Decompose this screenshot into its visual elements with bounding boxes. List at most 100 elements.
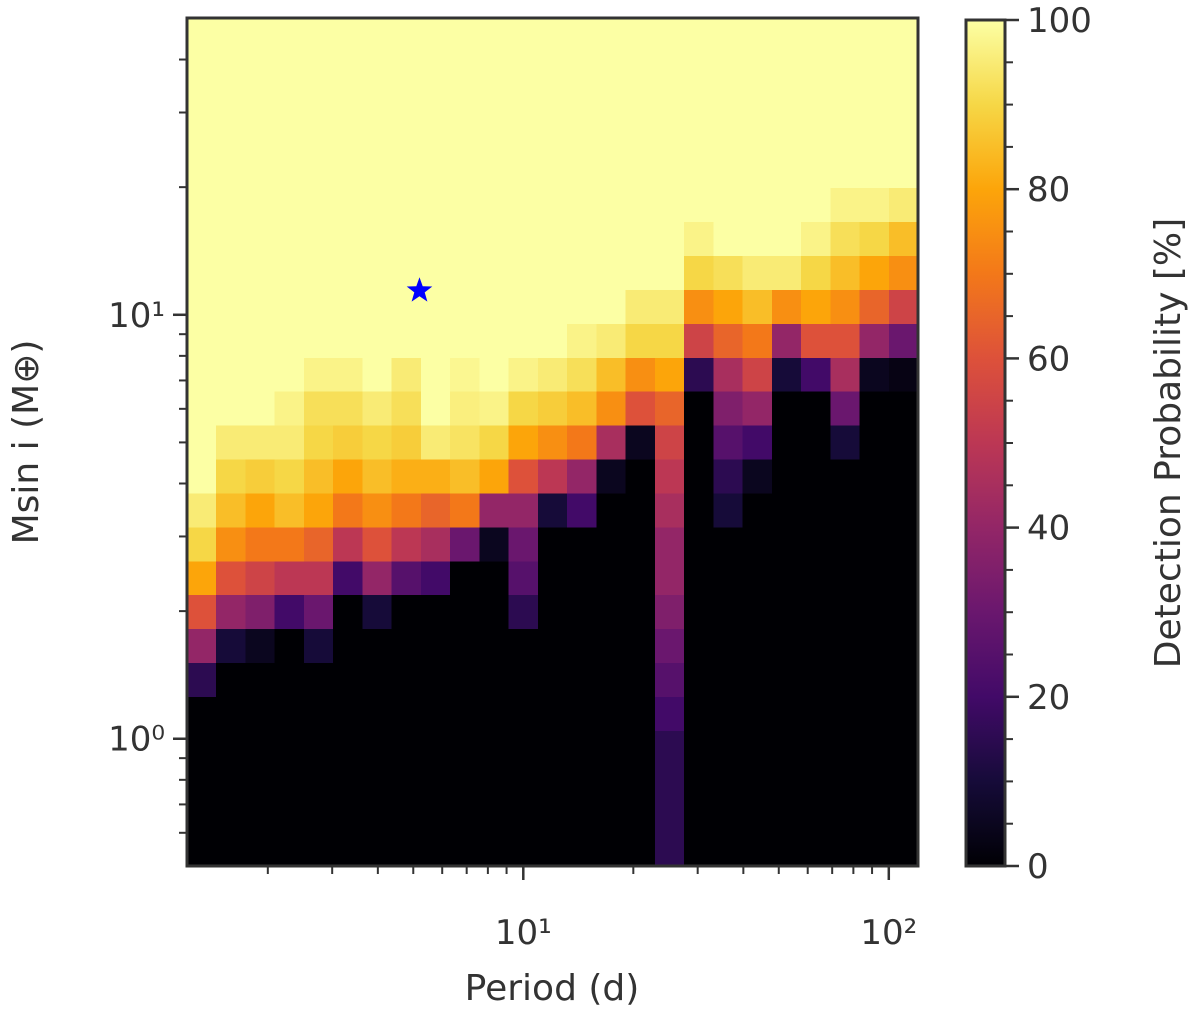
cell: [304, 391, 334, 426]
cell: [274, 153, 305, 189]
cell: [771, 391, 802, 426]
cell: [274, 289, 305, 324]
cell: [596, 153, 627, 189]
cell: [625, 594, 656, 630]
cell: [859, 526, 890, 562]
cell: [830, 289, 861, 324]
cell: [216, 798, 247, 833]
cell: [859, 221, 890, 257]
cell: [216, 255, 247, 290]
cell: [479, 391, 510, 426]
cell: [625, 323, 656, 358]
cell: [391, 831, 422, 867]
cell: [362, 289, 393, 324]
cell: [479, 492, 510, 528]
cell: [245, 662, 276, 697]
cell: [596, 119, 627, 155]
y-tick-label: 10⁰: [108, 720, 165, 760]
cell: [420, 221, 451, 257]
cell: [362, 526, 393, 562]
cell: [420, 696, 451, 731]
cell: [479, 594, 510, 630]
cell: [742, 153, 773, 189]
cell: [713, 289, 744, 324]
cell: [654, 18, 685, 53]
cell: [771, 18, 802, 53]
cell: [888, 458, 919, 494]
cell: [859, 764, 890, 799]
cell: [391, 594, 422, 630]
cell: [771, 628, 802, 663]
cell: [713, 255, 744, 290]
cell: [420, 153, 451, 189]
heatmap: [187, 18, 919, 867]
cell: [216, 85, 247, 121]
cell: [420, 628, 451, 663]
cell: [537, 323, 568, 358]
cell: [450, 255, 481, 290]
cell: [859, 119, 890, 155]
cell: [859, 492, 890, 528]
cell: [567, 357, 598, 392]
cell: [625, 51, 656, 87]
cell: [713, 560, 744, 596]
cell: [684, 255, 714, 290]
cell: [859, 831, 890, 867]
cell: [420, 323, 451, 358]
cell: [830, 492, 861, 528]
cell: [391, 458, 422, 494]
cell: [333, 221, 364, 257]
cell: [479, 18, 510, 53]
cell: [830, 119, 861, 155]
cell: [830, 323, 861, 358]
cell: [859, 357, 890, 392]
cell: [625, 560, 656, 596]
cell: [362, 187, 393, 223]
cell: [888, 85, 919, 121]
cell: [567, 187, 598, 223]
cell: [830, 526, 861, 562]
cell: [596, 696, 627, 731]
cell: [479, 119, 510, 155]
cell: [245, 357, 276, 392]
cell: [420, 289, 451, 324]
cell: [713, 764, 744, 799]
cell: [830, 221, 861, 257]
cell: [859, 51, 890, 87]
cell: [684, 798, 714, 833]
cell: [391, 696, 422, 731]
cell: [304, 492, 334, 528]
cell: [859, 187, 890, 223]
cell: [508, 458, 539, 494]
cell: [888, 560, 919, 596]
cell: [245, 798, 276, 833]
cell: [245, 187, 276, 223]
cell: [479, 187, 510, 223]
cell: [801, 153, 831, 189]
cell: [654, 730, 685, 765]
cell: [596, 323, 627, 358]
cell: [420, 85, 451, 121]
cell: [771, 560, 802, 596]
cell: [333, 764, 364, 799]
cell: [859, 153, 890, 189]
cell: [245, 119, 276, 155]
cell: [187, 153, 217, 189]
cell: [742, 51, 773, 87]
cell: [362, 255, 393, 290]
cell: [801, 221, 831, 257]
cell: [742, 458, 773, 494]
cell: [596, 798, 627, 833]
cell: [391, 119, 422, 155]
cell: [625, 289, 656, 324]
cell: [245, 153, 276, 189]
cell: [830, 357, 861, 392]
cell: [771, 357, 802, 392]
cell: [742, 221, 773, 257]
cell: [830, 696, 861, 731]
cell: [216, 391, 247, 426]
cell: [508, 221, 539, 257]
cell: [479, 831, 510, 867]
cell: [771, 764, 802, 799]
cell: [479, 458, 510, 494]
